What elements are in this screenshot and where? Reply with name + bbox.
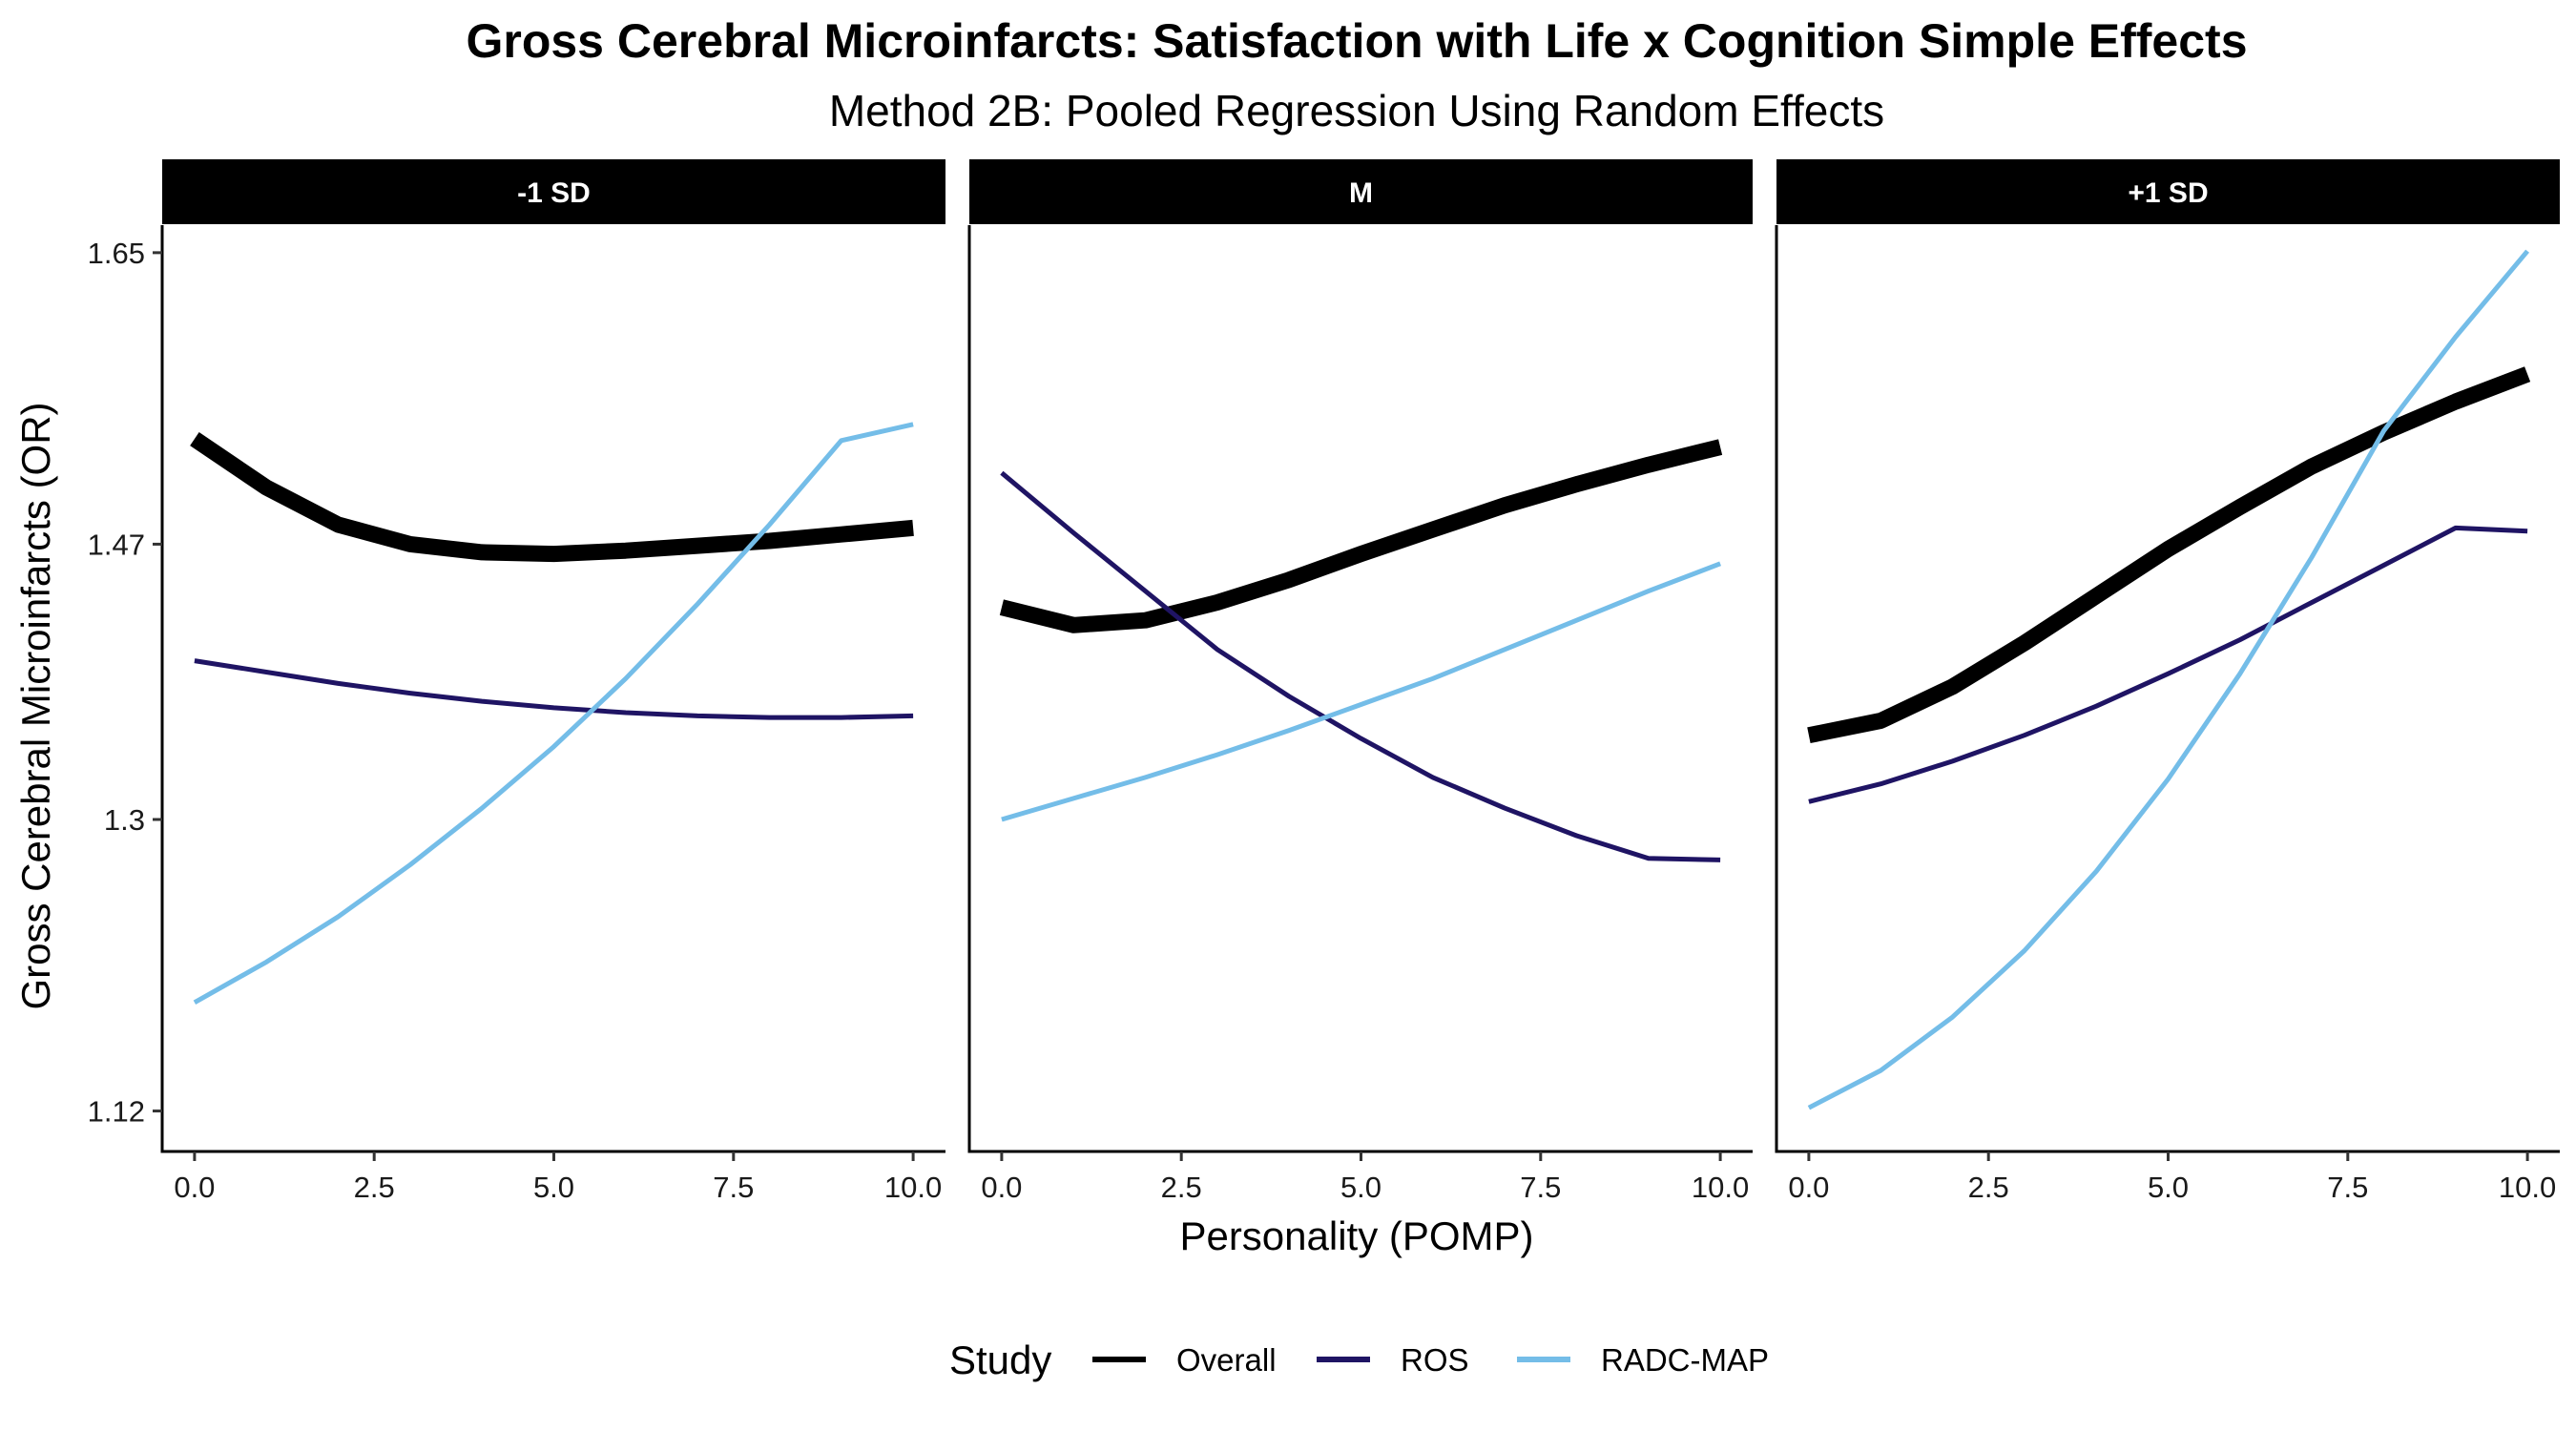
strip-label: M <box>1349 177 1373 209</box>
series-line-radc-map <box>1807 249 2530 1110</box>
legend-label: RADC-MAP <box>1601 1342 1769 1378</box>
x-tick-label: 2.5 <box>354 1171 395 1204</box>
series-line-overall <box>190 432 914 563</box>
strip-label: +1 SD <box>2128 177 2208 209</box>
chart-subtitle: Method 2B: Pooled Regression Using Rando… <box>829 86 1884 135</box>
panel-0: -1 SD 0.0 2.5 5.0 7.5 10.0 1.12 1.3 1.47 1.65 <box>88 159 945 1204</box>
x-tick-label: 7.5 <box>1520 1171 1561 1204</box>
x-tick-label: 2.5 <box>1968 1171 2009 1204</box>
x-tick-label: 5.0 <box>1340 1171 1381 1204</box>
y-tick-label: 1.3 <box>104 803 145 837</box>
y-tick-label: 1.47 <box>88 528 145 561</box>
x-tick-label: 7.5 <box>2327 1171 2368 1204</box>
series-line-overall <box>1807 366 2531 744</box>
x-tick-label: 2.5 <box>1161 1171 1202 1204</box>
facet-panels: -1 SD 0.0 2.5 5.0 7.5 10.0 1.12 1.3 1.47 1.65 M 0.0… <box>88 159 2560 1204</box>
y-axis-title: Gross Cerebral Microinfarcts (OR) <box>13 402 58 1009</box>
x-tick-label: 10.0 <box>1692 1171 1749 1204</box>
series-line-ros <box>1808 525 2528 804</box>
legend-title: Study <box>949 1338 1051 1382</box>
x-tick-label: 5.0 <box>533 1171 574 1204</box>
strip-background <box>1776 159 2560 224</box>
series-line-overall <box>999 439 1723 633</box>
x-tick-label: 7.5 <box>713 1171 754 1204</box>
panel-1: M 0.0 2.5 5.0 7.5 10.0 <box>967 159 1753 1204</box>
y-tick-label: 1.12 <box>88 1095 145 1129</box>
x-tick-label: 0.0 <box>1788 1171 1829 1204</box>
x-axis-title: Personality (POMP) <box>1179 1213 1533 1258</box>
legend: Study Overall ROS RADC-MAP <box>949 1338 1769 1382</box>
panel-2: +1 SD 0.0 2.5 5.0 7.5 10.0 <box>1775 159 2560 1204</box>
x-tick-label: 10.0 <box>2499 1171 2556 1204</box>
x-tick-label: 10.0 <box>884 1171 942 1204</box>
series-line-radc-map <box>193 422 914 1005</box>
strip-background <box>969 159 1753 224</box>
legend-label: Overall <box>1176 1342 1277 1378</box>
x-tick-label: 0.0 <box>174 1171 215 1204</box>
x-tick-label: 0.0 <box>981 1171 1022 1204</box>
x-tick-label: 5.0 <box>2148 1171 2189 1204</box>
strip-background <box>162 159 945 224</box>
strip-label: -1 SD <box>517 177 591 209</box>
series-line-radc-map <box>1001 561 1721 822</box>
chart-title: Gross Cerebral Microinfarcts: Satisfacti… <box>466 14 2247 68</box>
series-line-ros <box>1000 470 1721 862</box>
y-tick-label: 1.65 <box>88 237 145 270</box>
legend-label: ROS <box>1401 1342 1469 1378</box>
series-line-ros <box>194 658 914 720</box>
